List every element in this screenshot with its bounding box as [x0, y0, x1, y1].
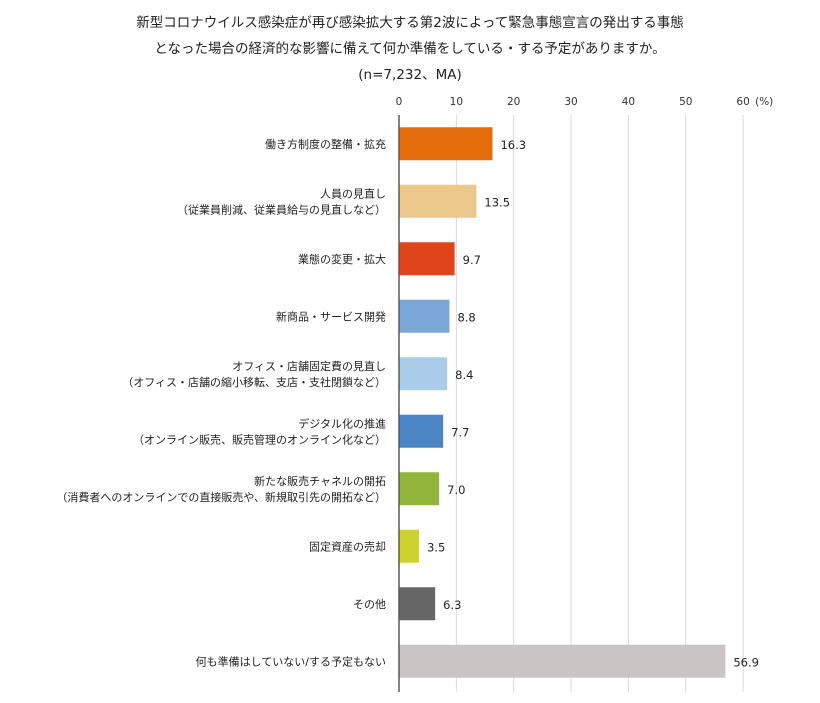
- x-unit-label: (%): [755, 96, 773, 108]
- category-label: 固定資産の売却: [309, 539, 386, 553]
- bar: [399, 127, 493, 161]
- category-label: 何も準備はしていない/する予定もない: [196, 654, 386, 668]
- data-label: 9.7: [463, 253, 481, 267]
- bar: [399, 299, 450, 333]
- x-tick-label: 60: [736, 96, 749, 108]
- category-label: （オフィス・店舗の縮小移転、支店・支社閉鎖など）: [122, 375, 386, 389]
- title-line-3: (n=7,232、MA): [358, 67, 462, 83]
- category-label: （消費者へのオンラインでの直接販売や、新規取引先の開拓など）: [56, 490, 386, 504]
- category-label: 新たな販売チャネルの開拓: [254, 474, 386, 488]
- title-line-2: となった場合の経済的な影響に備えて何か準備をしている・する予定がありますか。: [154, 41, 666, 57]
- x-tick-label: 10: [450, 96, 463, 108]
- title-line-1: 新型コロナウイルス感染症が再び感染拡大する第2波によって緊急事態宣言の発出する事…: [136, 15, 684, 31]
- bar: [399, 242, 455, 276]
- data-label: 7.7: [451, 425, 469, 439]
- x-tick-label: 0: [396, 96, 403, 108]
- data-label: 56.9: [733, 655, 759, 669]
- x-tick-label: 30: [564, 96, 577, 108]
- bar: [399, 644, 726, 678]
- x-tick-label: 20: [507, 96, 520, 108]
- category-label: 業態の変更・拡大: [298, 252, 386, 266]
- chart-title: 新型コロナウイルス感染症が再び感染拡大する第2波によって緊急事態宣言の発出する事…: [0, 10, 820, 88]
- category-label: （従業員削減、従業員給与の見直しなど）: [177, 202, 386, 216]
- category-label: 働き方制度の整備・拡充: [265, 137, 386, 151]
- category-label: その他: [353, 598, 386, 611]
- data-label: 8.8: [457, 310, 475, 324]
- data-label: 13.5: [484, 195, 510, 209]
- data-label: 16.3: [500, 138, 526, 152]
- bar: [399, 529, 420, 563]
- data-label: 3.5: [427, 540, 445, 554]
- bar: [399, 472, 440, 506]
- data-label: 6.3: [443, 598, 461, 612]
- category-label: 人員の見直し: [320, 186, 386, 200]
- x-tick-label: 50: [679, 96, 692, 108]
- bar: [399, 414, 444, 448]
- category-label: デジタル化の推進: [298, 416, 386, 430]
- category-label: （オンライン販売、販売管理のオンライン化など）: [133, 432, 386, 446]
- bar: [399, 184, 477, 218]
- category-label: オフィス・店舗固定費の見直し: [232, 359, 386, 373]
- bar: [399, 357, 448, 391]
- data-label: 7.0: [447, 483, 465, 497]
- category-label: 新商品・サービス開発: [276, 309, 386, 323]
- x-tick-label: 40: [622, 96, 635, 108]
- bar: [399, 587, 436, 621]
- data-label: 8.4: [455, 368, 473, 382]
